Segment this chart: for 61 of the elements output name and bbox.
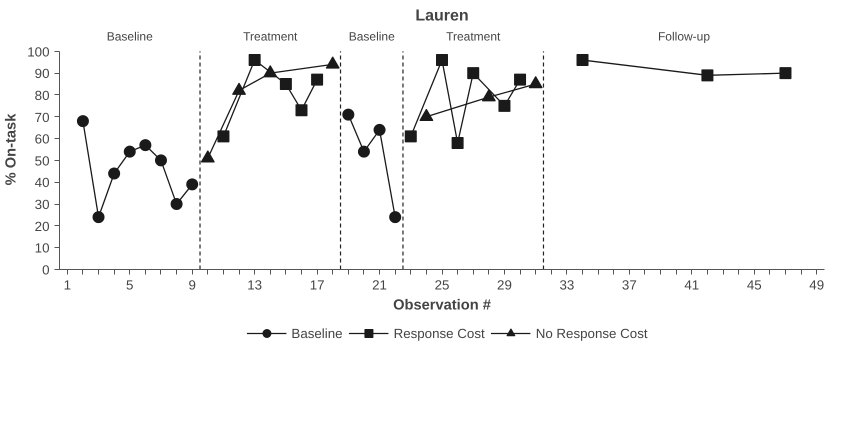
point bbox=[779, 67, 792, 80]
point bbox=[467, 67, 480, 80]
y-tick-label: 30 bbox=[34, 197, 50, 212]
point bbox=[389, 211, 402, 224]
x-tick-label: 33 bbox=[559, 278, 574, 292]
point bbox=[358, 146, 370, 158]
y-tick-label: 0 bbox=[42, 262, 50, 278]
x-tick-label: 17 bbox=[310, 278, 325, 292]
point bbox=[170, 198, 183, 210]
y-tick-label: 20 bbox=[34, 218, 50, 234]
y-tick-label: 10 bbox=[34, 240, 50, 256]
y-tick-label: 50 bbox=[34, 153, 50, 168]
legend-label: No Response Cost bbox=[536, 326, 648, 340]
x-tick-label: 9 bbox=[188, 278, 196, 292]
point bbox=[217, 130, 230, 142]
y-tick-label: 40 bbox=[34, 175, 50, 190]
point bbox=[295, 104, 308, 116]
text: Treatment bbox=[243, 29, 298, 44]
x-tick-label: 21 bbox=[372, 278, 387, 292]
x-tick-label: 13 bbox=[247, 278, 262, 292]
x-tick-label: 49 bbox=[809, 278, 824, 292]
point bbox=[498, 100, 510, 112]
point bbox=[342, 108, 354, 121]
y-tick-label: 70 bbox=[34, 110, 50, 125]
point bbox=[280, 78, 292, 90]
legend-label: Baseline bbox=[291, 326, 343, 340]
x-tick-label: 37 bbox=[622, 278, 637, 292]
point bbox=[124, 146, 136, 158]
point bbox=[76, 115, 89, 128]
point bbox=[436, 54, 448, 66]
point bbox=[701, 69, 714, 82]
point bbox=[186, 178, 198, 190]
point bbox=[92, 211, 105, 224]
point bbox=[452, 136, 464, 149]
x-tick-label: 25 bbox=[434, 278, 450, 292]
point bbox=[154, 154, 167, 166]
text: Treatment bbox=[446, 29, 502, 44]
chart-title: Lauren bbox=[415, 8, 469, 24]
point bbox=[139, 139, 152, 152]
point bbox=[108, 168, 120, 180]
x-tick-label: 29 bbox=[497, 278, 512, 292]
y-tick-label: 60 bbox=[34, 132, 50, 147]
y-axis-title: % On-task bbox=[3, 112, 20, 186]
text: Baseline bbox=[348, 29, 396, 44]
x-tick-label: 45 bbox=[746, 278, 762, 292]
text: Follow-up bbox=[658, 29, 710, 44]
point bbox=[514, 74, 526, 86]
x-axis-title: Observation # bbox=[393, 298, 491, 314]
y-tick-label: 100 bbox=[27, 44, 50, 60]
point bbox=[404, 130, 417, 142]
x-tick-label: 1 bbox=[64, 278, 72, 292]
point bbox=[374, 124, 386, 136]
text: Baseline bbox=[106, 29, 154, 44]
y-tick-label: 80 bbox=[34, 88, 50, 103]
point bbox=[576, 54, 589, 66]
y-tick-label: 90 bbox=[34, 66, 50, 82]
point bbox=[311, 74, 324, 86]
point bbox=[248, 54, 261, 66]
x-tick-label: 41 bbox=[684, 278, 700, 292]
legend-label: Response Cost bbox=[394, 326, 485, 340]
x-tick-label: 5 bbox=[126, 278, 134, 292]
